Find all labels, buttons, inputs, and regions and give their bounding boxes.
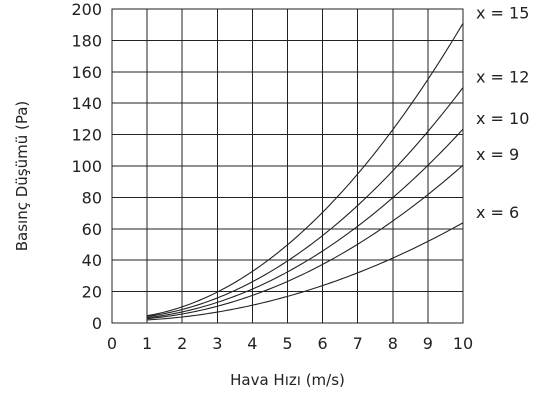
curves [147,23,464,321]
x-tick-label: 9 [423,334,433,353]
y-axis-ticks: 0 20 40 60 80 100 120 140 160 180 200 [71,0,102,333]
x-tick-label: 2 [177,334,187,353]
x-tick-label: 4 [247,334,257,353]
y-tick-label: 0 [92,314,102,333]
x-axis-title: Hava Hızı (m/s) [230,371,345,389]
series-label: x = 6 [476,203,519,222]
plot-frame [111,8,464,324]
grid [111,8,464,324]
y-tick-label: 160 [71,63,102,82]
x-tick-label: 5 [282,334,292,353]
series-line [147,128,464,319]
series-label: x = 15 [476,3,529,22]
y-tick-label: 40 [82,251,102,270]
x-tick-label: 3 [212,334,222,353]
series-label: x = 10 [476,109,529,128]
y-tick-label: 140 [71,94,102,113]
y-tick-label: 180 [71,31,102,50]
y-tick-label: 60 [82,220,102,239]
x-axis-ticks: 0 1 2 3 4 5 6 7 8 9 10 [107,334,473,353]
y-tick-label: 100 [71,157,102,176]
series-labels: x = 15 x = 12 x = 10 x = 9 x = 6 [476,3,529,221]
x-tick-label: 6 [318,334,328,353]
x-tick-label: 1 [142,334,152,353]
y-tick-label: 120 [71,126,102,145]
y-tick-label: 80 [82,188,102,207]
x-tick-label: 8 [388,334,398,353]
series-line [147,87,464,317]
series-label: x = 12 [476,68,529,87]
x-tick-label: 7 [353,334,363,353]
y-tick-label: 20 [82,283,102,302]
series-line [147,23,464,317]
y-tick-label: 200 [71,0,102,19]
y-axis-title: Basınç Düşümü (Pa) [13,101,31,252]
x-tick-label: 0 [107,334,117,353]
series-line [147,222,464,321]
series-label: x = 9 [476,145,519,164]
x-tick-label: 10 [453,334,473,353]
series-line [147,164,464,320]
